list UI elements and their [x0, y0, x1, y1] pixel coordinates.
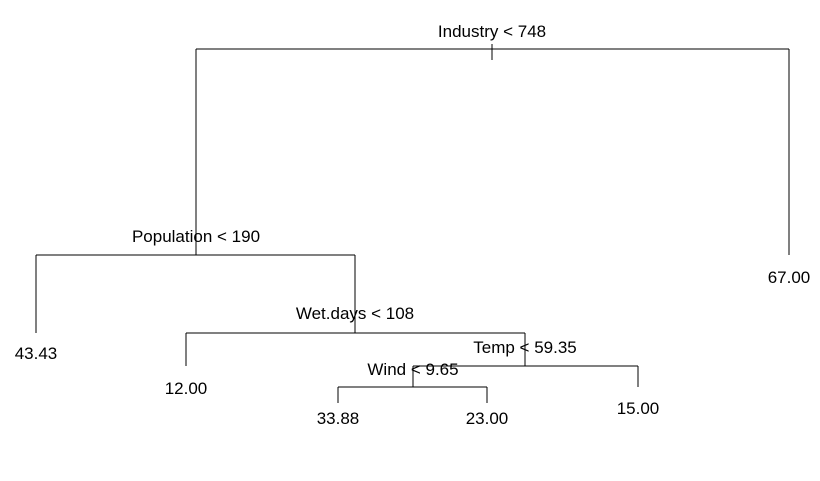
node-industry: Industry < 748 — [195, 22, 790, 255]
leaf-value-6: 67.00 — [768, 268, 811, 287]
node-temp: Temp < 59.35 — [412, 338, 639, 387]
leaf-value-2: 12.00 — [165, 379, 208, 398]
leaf-value-1: 43.43 — [15, 344, 58, 363]
split-label-temp: Temp < 59.35 — [473, 338, 577, 357]
split-label-population: Population < 190 — [132, 227, 260, 246]
split-label-wet-days: Wet.days < 108 — [296, 304, 414, 323]
leaf-value-4: 23.00 — [466, 409, 509, 428]
split-label-wind: Wind < 9.65 — [367, 360, 458, 379]
split-label-industry: Industry < 748 — [438, 22, 546, 41]
leaf-value-3: 33.88 — [317, 409, 360, 428]
leaf-value-5: 15.00 — [617, 399, 660, 418]
node-population: Population < 190 — [35, 227, 356, 333]
node-wind: Wind < 9.65 — [337, 360, 488, 403]
node-wet-days: Wet.days < 108 — [185, 304, 526, 366]
